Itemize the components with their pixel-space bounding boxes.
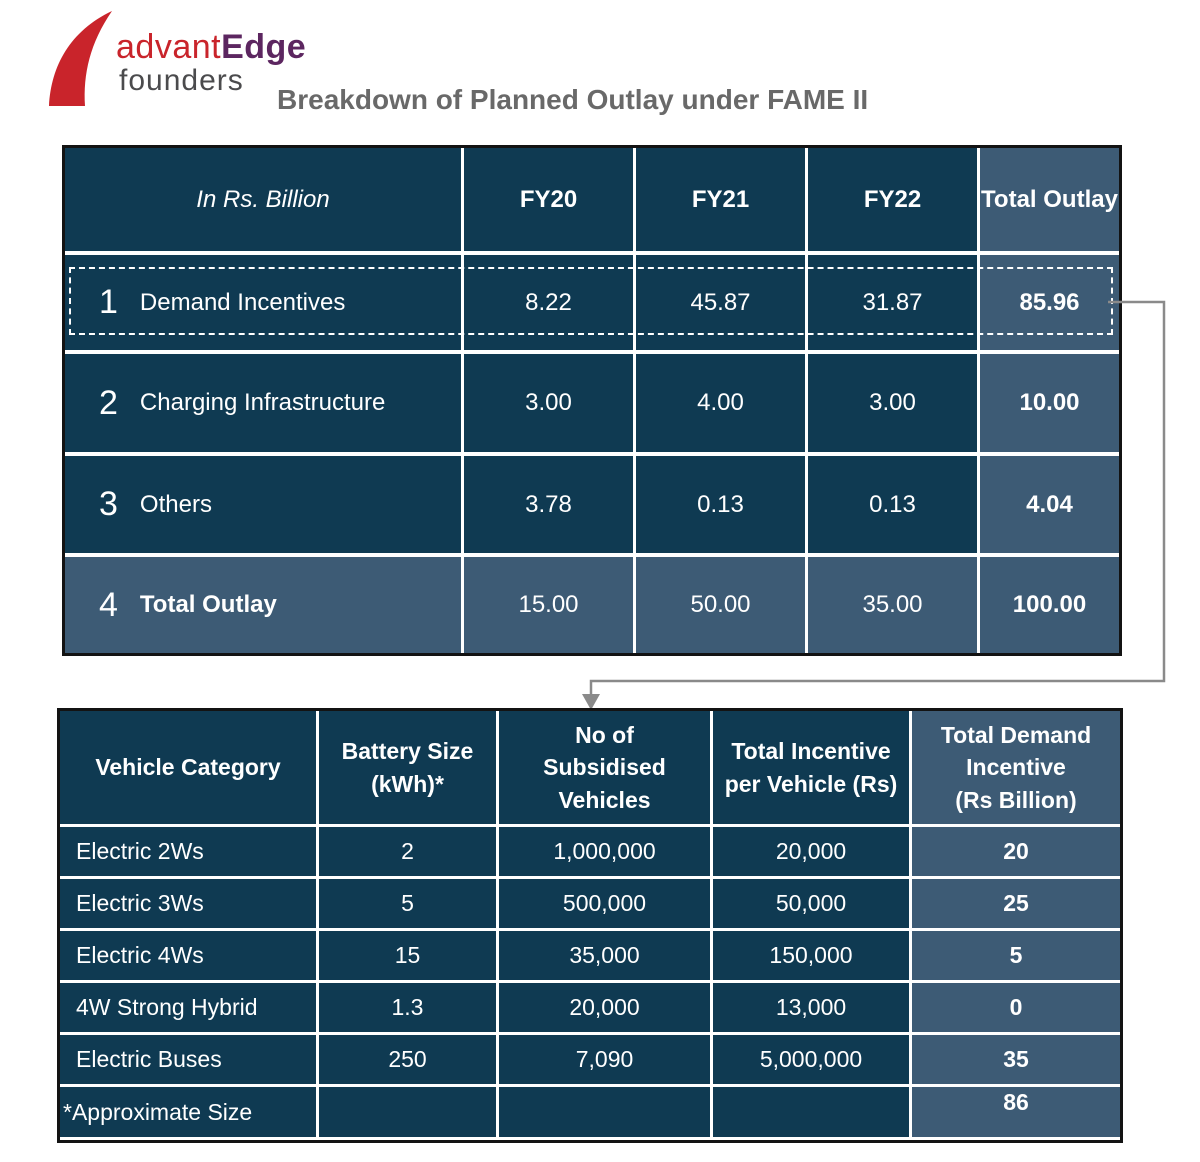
category-electric-3ws: Electric 3Ws xyxy=(60,879,316,928)
table-cell-total: 20 xyxy=(912,827,1120,876)
logo-edge-text: Edge xyxy=(221,28,307,66)
table-cell: 20,000 xyxy=(499,983,710,1032)
table-cell xyxy=(713,1087,909,1137)
row-label-text: Charging Infrastructure xyxy=(139,389,386,416)
row-label-total-outlay: 4 Total Outlay xyxy=(65,557,461,653)
table-cell: 1.3 xyxy=(319,983,496,1032)
row-label-text: Total Outlay xyxy=(139,591,277,618)
table1-unit-header: In Rs. Billion xyxy=(65,148,461,251)
table-cell: 3.00 xyxy=(808,354,977,452)
row-number: 1 xyxy=(99,283,118,321)
table-cell xyxy=(319,1087,496,1137)
page-title: Breakdown of Planned Outlay under FAME I… xyxy=(277,84,869,115)
row-number: 2 xyxy=(99,383,118,422)
table-cell: 35.00 xyxy=(808,557,977,653)
row-label-others: 3 Others xyxy=(65,456,461,553)
table-cell: 5,000,000 xyxy=(713,1035,909,1084)
table-cell: 20,000 xyxy=(713,827,909,876)
table2-header-subsidised-vehicles: No of Subsidised Vehicles xyxy=(499,711,710,824)
row-label-text: Demand Incentives xyxy=(139,288,346,316)
table-cell: 50,000 xyxy=(713,879,909,928)
table-cell-grand-total: 86 xyxy=(912,1087,1120,1137)
table2-header-total-demand-incentive: Total Demand Incentive (Rs Billion) xyxy=(912,711,1120,824)
table2-header-incentive-per-vehicle: Total Incentive per Vehicle (Rs) xyxy=(713,711,909,824)
table-cell-total: 0 xyxy=(912,983,1120,1032)
category-electric-buses: Electric Buses xyxy=(60,1035,316,1084)
table-cell-total: 10.00 xyxy=(980,354,1119,452)
category-4w-strong-hybrid: 4W Strong Hybrid xyxy=(60,983,316,1032)
table-cell: 0.13 xyxy=(808,456,977,553)
table-cell: 2 xyxy=(319,827,496,876)
table-cell: 500,000 xyxy=(499,879,710,928)
table-cell-total: 4.04 xyxy=(980,456,1119,553)
table1-header-fy22: FY22 xyxy=(808,148,977,251)
table-cell: 3.00 xyxy=(464,354,633,452)
table1-header-total-outlay: Total Outlay xyxy=(980,148,1119,251)
table-cell-total: 35 xyxy=(912,1035,1120,1084)
advantedge-swoosh-icon xyxy=(49,11,112,106)
table-cell-total: 5 xyxy=(912,931,1120,980)
table-cell: 35,000 xyxy=(499,931,710,980)
table1-header-fy20: FY20 xyxy=(464,148,633,251)
table2-header-battery-size: Battery Size (kWh)* xyxy=(319,711,496,824)
table1-header-fy21: FY21 xyxy=(636,148,805,251)
table-cell-total: 25 xyxy=(912,879,1120,928)
table-cell: 150,000 xyxy=(713,931,909,980)
table-cell xyxy=(499,1087,710,1137)
table-cell: 5 xyxy=(319,879,496,928)
table-cell: 0.13 xyxy=(636,456,805,553)
table-cell: 1,000,000 xyxy=(499,827,710,876)
row-label-text: Others xyxy=(139,490,212,518)
row-number: 4 xyxy=(99,585,118,624)
row-label-demand-incentives: 1 Demand Incentives xyxy=(65,255,461,350)
logo-advant-text: advant xyxy=(116,28,222,66)
table-cell: 13,000 xyxy=(713,983,909,1032)
category-electric-2ws: Electric 2Ws xyxy=(60,827,316,876)
fame2-outlay-table: In Rs. Billion FY20 FY21 FY22 Total Outl… xyxy=(62,145,1122,656)
table-cell: 8.22 xyxy=(464,255,633,350)
table-cell-total: 85.96 xyxy=(980,255,1119,350)
table-cell: 15.00 xyxy=(464,557,633,653)
table-cell: 3.78 xyxy=(464,456,633,553)
table-cell: 31.87 xyxy=(808,255,977,350)
row-number: 3 xyxy=(99,485,118,523)
table-cell-total: 100.00 xyxy=(980,557,1119,653)
table-cell: 50.00 xyxy=(636,557,805,653)
table-cell: 45.87 xyxy=(636,255,805,350)
table-cell: 7,090 xyxy=(499,1035,710,1084)
table-cell: 4.00 xyxy=(636,354,805,452)
table-cell: 15 xyxy=(319,931,496,980)
category-electric-4ws: Electric 4Ws xyxy=(60,931,316,980)
table2-header-vehicle-category: Vehicle Category xyxy=(60,711,316,824)
approximate-size-footnote: *Approximate Size xyxy=(60,1087,316,1137)
logo-wordmark: advantEdge xyxy=(116,28,306,67)
logo-founders-text: founders xyxy=(119,64,244,97)
demand-incentive-breakdown-table: Vehicle Category Battery Size (kWh)* No … xyxy=(57,708,1123,1143)
row-label-charging-infrastructure: 2 Charging Infrastructure xyxy=(65,354,461,452)
table-cell: 250 xyxy=(319,1035,496,1084)
